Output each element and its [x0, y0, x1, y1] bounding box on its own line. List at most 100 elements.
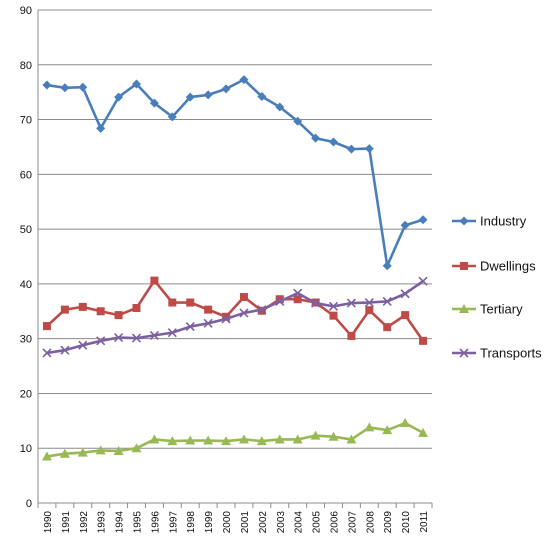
- tertiary-point: [274, 434, 285, 444]
- industry-point: [132, 79, 141, 89]
- tertiary-point: [310, 430, 321, 440]
- industry-point: [114, 92, 124, 102]
- transports-point: [239, 308, 249, 318]
- y-tick-label: 50: [20, 224, 32, 236]
- industry-point: [239, 75, 249, 85]
- legend-item-industry: Industry: [452, 214, 527, 229]
- transports-point: [185, 322, 195, 332]
- tertiary-line: [45, 421, 425, 458]
- transports-point-stroke: [131, 333, 142, 343]
- tertiary-point: [400, 418, 411, 428]
- legend-marker-tertiary: [459, 304, 469, 313]
- transports-point: [364, 297, 374, 308]
- industry-line: [45, 78, 425, 268]
- x-tick-label: 1999: [204, 511, 215, 534]
- transports-point: [60, 345, 70, 355]
- legend: Industry Dwellings Tertiary Transports: [452, 214, 542, 361]
- legend-item-dwellings: Dwellings: [452, 259, 536, 274]
- x-tick-label: 1998: [186, 511, 197, 534]
- y-tick-label: 40: [20, 279, 32, 291]
- transports-point: [275, 296, 285, 306]
- transports-point-stroke: [149, 330, 159, 340]
- x-tick-label: 1990: [43, 511, 54, 534]
- dwellings-point: [132, 303, 141, 312]
- series-industry: [42, 75, 428, 271]
- x-tick-label: 2000: [222, 511, 233, 534]
- transports-point: [203, 318, 213, 328]
- dwellings-point: [275, 295, 284, 304]
- industry-point: [382, 261, 392, 271]
- industry-point: [364, 144, 374, 154]
- legend-label-industry: Industry: [480, 214, 527, 229]
- tertiary-point: [328, 431, 339, 441]
- transports-point-stroke: [382, 296, 392, 306]
- dwellings-point: [204, 305, 213, 314]
- dwellings-line: [45, 279, 425, 343]
- dwellings-point: [42, 322, 51, 331]
- transports-point-stroke: [185, 322, 195, 332]
- industry-point: [275, 102, 285, 112]
- transports-point-stroke: [221, 314, 231, 324]
- y-tick-label: 30: [20, 334, 32, 346]
- transports-point: [96, 336, 106, 346]
- transports-point-stroke: [400, 289, 410, 299]
- transports-point-stroke: [293, 288, 303, 298]
- x-tick-label: 1991: [61, 511, 72, 534]
- transports-point: [78, 340, 88, 350]
- industry-point: [418, 215, 428, 225]
- x-tick-label: 2010: [401, 511, 412, 534]
- tertiary-point: [238, 434, 249, 444]
- industry-point: [293, 116, 303, 126]
- x-tick-label: 1992: [79, 511, 90, 534]
- transports-point: [149, 330, 159, 340]
- x-tick-label: 2009: [383, 511, 394, 534]
- transports-point: [346, 298, 356, 308]
- industry-point: [42, 80, 52, 90]
- tertiary-point: [131, 443, 142, 453]
- transports-point-stroke: [239, 308, 249, 318]
- transports-point-stroke: [96, 336, 106, 346]
- transports-point-stroke: [346, 298, 356, 308]
- dwellings-point: [186, 298, 195, 307]
- axes: 0 10 20 30 40 50 60 70 80 90 1990 1991 1992 1993 1994 1…: [20, 5, 433, 534]
- transports-point: [418, 276, 428, 286]
- gridlines: [38, 9, 432, 449]
- dwellings-point: [168, 298, 177, 307]
- dwellings-point: [222, 312, 231, 321]
- x-tick-label: 1995: [133, 511, 144, 534]
- transports-point-stroke: [311, 298, 321, 308]
- tertiary-point: [77, 447, 88, 457]
- transports-point: [42, 348, 52, 358]
- y-tick-label: 70: [20, 115, 32, 127]
- industry-point: [311, 133, 321, 143]
- industry-point: [96, 123, 106, 133]
- tertiary-point: [95, 445, 106, 455]
- tertiary-point: [185, 435, 196, 445]
- industry-point: [149, 98, 159, 108]
- transports-point-stroke: [257, 305, 267, 315]
- transports-point-stroke: [114, 333, 124, 343]
- legend-marker-industry: [459, 216, 469, 226]
- series-group: [41, 75, 429, 461]
- transports-point: [131, 333, 142, 343]
- transports-point-stroke: [203, 318, 213, 328]
- y-tick-label: 90: [20, 5, 32, 17]
- legend-marker-transports: [459, 348, 469, 358]
- dwellings-point: [78, 302, 87, 311]
- tertiary-point: [41, 451, 52, 461]
- tertiary-point: [382, 425, 393, 435]
- transports-point-stroke: [328, 301, 339, 311]
- tertiary-point: [221, 436, 232, 446]
- series-dwellings: [42, 276, 428, 345]
- industry-point: [60, 83, 70, 93]
- tertiary-point: [256, 436, 267, 446]
- x-tick-label: 2007: [347, 511, 358, 534]
- industry-point: [257, 92, 267, 102]
- dwellings-point: [293, 295, 302, 304]
- transports-point-stroke: [167, 328, 177, 338]
- x-tick-label: 1993: [97, 511, 108, 534]
- x-tick-label: 2002: [258, 511, 269, 534]
- transports-point: [311, 298, 321, 308]
- industry-point: [400, 220, 410, 230]
